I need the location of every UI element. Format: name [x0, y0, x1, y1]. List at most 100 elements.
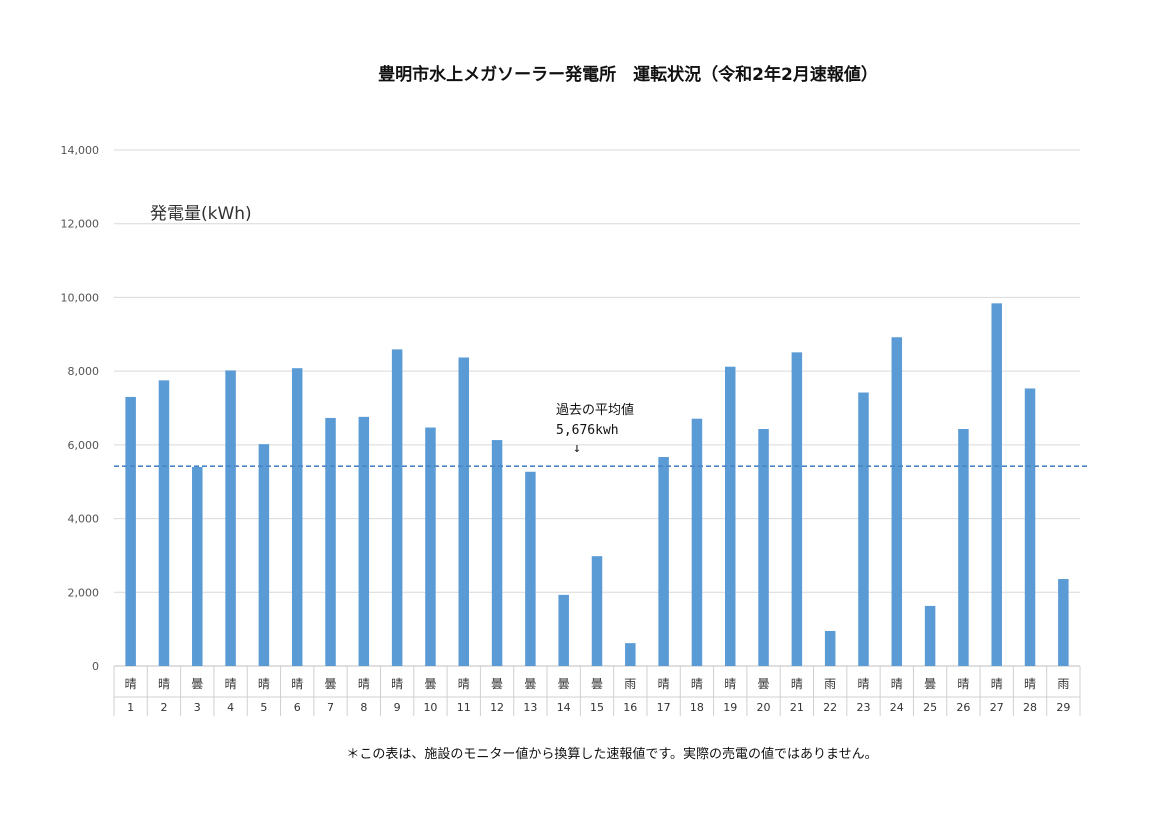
y-tick-label: 0 [92, 660, 99, 673]
bar [158, 380, 170, 666]
bar [458, 357, 470, 666]
average-value-label: 5,676kwh [556, 423, 619, 438]
x-tick-label: 28 [1023, 701, 1037, 714]
weather-label: 晴 [225, 677, 237, 691]
x-tick-label: 23 [856, 701, 870, 714]
weather-label: 晴 [458, 677, 470, 691]
x-tick-label: 11 [457, 701, 471, 714]
x-tick-label: 14 [557, 701, 571, 714]
y-tick-label: 10,000 [61, 291, 100, 304]
bar [425, 427, 436, 666]
weather-label: 曇 [191, 677, 203, 691]
bar [125, 396, 136, 666]
x-tick-label: 6 [294, 701, 301, 714]
weather-label: 曇 [524, 677, 536, 691]
bar [1058, 579, 1069, 666]
weather-label: 曇 [591, 677, 603, 691]
bar [991, 303, 1002, 666]
weather-label: 晴 [258, 677, 270, 691]
x-tick-label: 27 [990, 701, 1004, 714]
weather-label: 晴 [1024, 677, 1036, 691]
x-tick-label: 29 [1056, 701, 1070, 714]
x-tick-label: 18 [690, 701, 704, 714]
y-axis-label: 発電量(kWh) [150, 204, 252, 224]
weather-label: 晴 [391, 677, 403, 691]
x-tick-label: 26 [956, 701, 970, 714]
weather-label: 曇 [491, 677, 503, 691]
x-tick-label: 13 [523, 701, 537, 714]
footnote: ＊この表は、施設のモニター値から換算した速報値です。実際の売電の値ではありません… [346, 746, 877, 762]
x-tick-label: 9 [394, 701, 401, 714]
x-tick-label: 5 [260, 701, 267, 714]
weather-label: 晴 [658, 677, 670, 691]
bar [491, 440, 503, 666]
x-tick-label: 15 [590, 701, 604, 714]
y-tick-label: 6,000 [68, 439, 100, 452]
x-tick-label: 24 [890, 701, 904, 714]
average-label: 過去の平均値 [556, 402, 634, 418]
x-tick-label: 21 [790, 701, 804, 714]
x-tick-label: 1 [127, 701, 134, 714]
bar [758, 429, 769, 666]
y-axis-ticks: 0 2,000 4,000 6,000 8,000 10,000 12,000 14,000 [61, 144, 100, 673]
x-tick-label: 4 [227, 701, 234, 714]
x-tick-label: 2 [160, 701, 167, 714]
x-tick-label: 19 [723, 701, 737, 714]
weather-label: 晴 [891, 677, 903, 691]
bar [291, 368, 303, 666]
category-table: 晴 1 晴 2 曇 3 晴 4 晴 5 晴 6 曇 7 晴 8 晴 9 曇 10 晴 11 曇 12 曇 13 曇 14 曇 15 雨 16 晴… [113, 666, 1081, 716]
weather-label: 曇 [558, 677, 570, 691]
bar [558, 594, 569, 666]
bar [1024, 388, 1036, 666]
bar [958, 429, 969, 666]
average-arrow-icon: ↓ [573, 441, 581, 456]
x-tick-label: 7 [327, 701, 334, 714]
weather-label: 晴 [791, 677, 803, 691]
weather-label: 晴 [957, 677, 969, 691]
x-tick-label: 17 [657, 701, 671, 714]
bar [858, 392, 869, 666]
bar [358, 416, 370, 666]
gridlines [114, 149, 1080, 667]
bar [658, 457, 669, 666]
bar [525, 471, 536, 666]
bar [591, 556, 603, 666]
y-tick-label: 4,000 [68, 513, 100, 526]
weather-label: 晴 [857, 677, 869, 691]
weather-label: 晴 [724, 677, 736, 691]
bar-series [125, 303, 1069, 666]
chart-title: 豊明市水上メガソーラー発電所 運転状況（令和2年2月速報値） [378, 64, 878, 85]
weather-label: 曇 [758, 677, 770, 691]
bar [691, 418, 703, 666]
weather-label: 雨 [824, 677, 836, 691]
bar [791, 352, 803, 666]
x-tick-label: 8 [360, 701, 367, 714]
x-tick-label: 22 [823, 701, 837, 714]
bar [391, 349, 403, 666]
bar [824, 630, 836, 666]
weather-label: 曇 [424, 677, 436, 691]
x-tick-label: 20 [757, 701, 771, 714]
y-tick-label: 12,000 [61, 218, 100, 231]
y-tick-label: 8,000 [68, 365, 100, 378]
weather-label: 晴 [691, 677, 703, 691]
x-tick-label: 10 [423, 701, 437, 714]
weather-label: 晴 [125, 677, 137, 691]
x-tick-label: 12 [490, 701, 504, 714]
weather-label: 曇 [924, 677, 936, 691]
bar [325, 417, 336, 666]
bar [258, 444, 270, 666]
bar [724, 366, 736, 666]
weather-label: 晴 [158, 677, 170, 691]
bar [625, 643, 636, 666]
y-tick-label: 14,000 [61, 144, 100, 157]
bar [192, 466, 203, 666]
x-tick-label: 25 [923, 701, 937, 714]
x-tick-label: 16 [623, 701, 637, 714]
x-tick-label: 3 [194, 701, 201, 714]
weather-label: 雨 [1057, 677, 1069, 691]
bar [924, 605, 936, 666]
y-tick-label: 2,000 [68, 586, 100, 599]
weather-label: 曇 [325, 677, 337, 691]
